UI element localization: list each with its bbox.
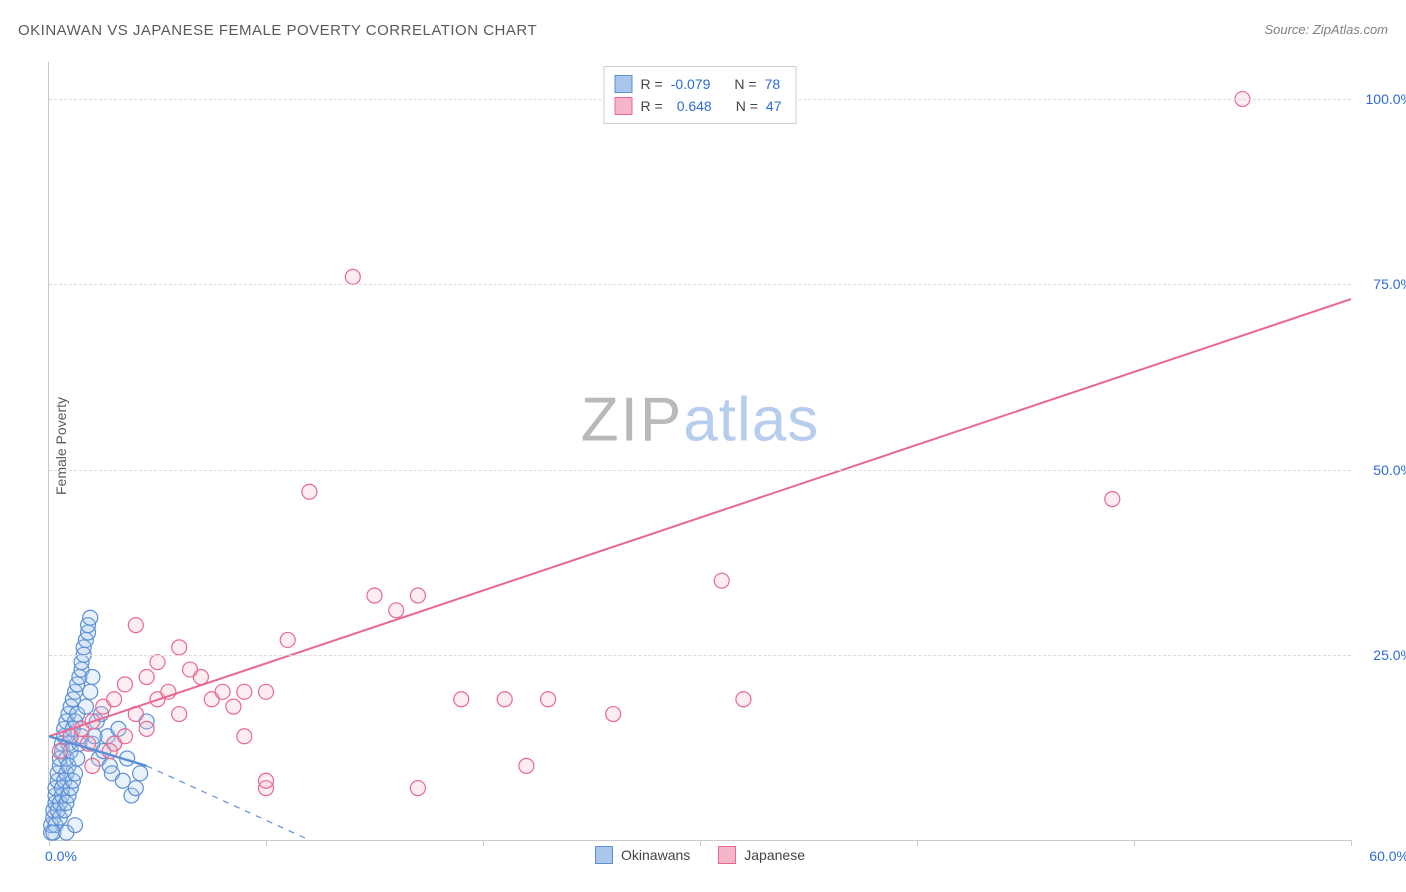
n-value-japanese: 47	[766, 95, 782, 117]
legend-row-okinawans: R = -0.079 N = 78	[615, 73, 782, 95]
gridline-h	[49, 284, 1351, 285]
swatch-okinawans	[615, 75, 633, 93]
chart-title: OKINAWAN VS JAPANESE FEMALE POVERTY CORR…	[18, 22, 537, 39]
x-tick	[483, 840, 484, 846]
legend-item-okinawans: Okinawans	[595, 846, 690, 864]
series-legend: Okinawans Japanese	[595, 846, 805, 864]
x-tick	[1134, 840, 1135, 846]
x-end-label: 60.0%	[1369, 848, 1406, 864]
legend-item-japanese: Japanese	[718, 846, 805, 864]
source-label: Source: ZipAtlas.com	[1264, 22, 1388, 37]
swatch-okinawans	[595, 846, 613, 864]
correlation-legend: R = -0.079 N = 78 R = 0.648 N = 47	[604, 66, 797, 124]
y-tick-label: 25.0%	[1357, 647, 1406, 663]
r-label: R =	[641, 95, 663, 117]
swatch-japanese	[615, 97, 633, 115]
swatch-japanese	[718, 846, 736, 864]
r-label: R =	[641, 73, 663, 95]
y-tick-label: 100.0%	[1357, 91, 1406, 107]
r-value-japanese: 0.648	[671, 95, 712, 117]
plot-area: ZIPatlas R = -0.079 N = 78 R = 0.648 N =…	[48, 62, 1351, 841]
n-label: N =	[736, 95, 758, 117]
x-tick	[700, 840, 701, 846]
legend-label-okinawans: Okinawans	[621, 847, 690, 863]
n-label: N =	[734, 73, 756, 95]
x-tick	[1351, 840, 1352, 846]
y-tick-label: 50.0%	[1357, 462, 1406, 478]
x-tick	[266, 840, 267, 846]
r-value-okinawans: -0.079	[671, 73, 711, 95]
n-value-okinawans: 78	[765, 73, 781, 95]
y-tick-label: 75.0%	[1357, 276, 1406, 292]
legend-label-japanese: Japanese	[744, 847, 805, 863]
gridline-h	[49, 470, 1351, 471]
x-tick	[917, 840, 918, 846]
chart-svg	[49, 62, 1351, 840]
legend-row-japanese: R = 0.648 N = 47	[615, 95, 782, 117]
x-tick	[49, 840, 50, 846]
gridline-h	[49, 655, 1351, 656]
x-origin-label: 0.0%	[45, 848, 77, 864]
